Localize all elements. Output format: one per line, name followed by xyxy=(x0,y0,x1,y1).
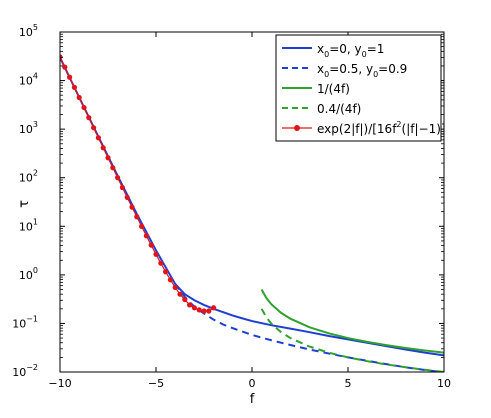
series-5-point xyxy=(86,115,92,121)
series-5-point xyxy=(100,145,106,151)
series-5-point xyxy=(124,194,130,200)
series-5-point xyxy=(172,284,178,291)
y-tick-label: 102 xyxy=(19,169,38,185)
series-5-point xyxy=(60,54,63,60)
series-5-point xyxy=(134,214,140,220)
series-line-4 xyxy=(260,308,444,372)
y-tick-label: 10−1 xyxy=(12,314,38,330)
x-tick-label: −5 xyxy=(148,377,164,390)
y-tick-label: 10−2 xyxy=(12,363,38,379)
series-5-point xyxy=(191,305,197,311)
y-tick-label: 100 xyxy=(19,266,38,282)
series-line-5 xyxy=(60,56,214,312)
legend-label: exp(2|f|)/[16f2(|f|−1)] xyxy=(317,120,446,136)
series-5-point xyxy=(71,84,77,90)
legend: x0=0, y0=1 x0=0.5, y0=0.9 1/(4f) 0.4/(4f) ex… xyxy=(275,34,446,142)
legend-label: 0.4/(4f) xyxy=(317,102,361,116)
series-5-point xyxy=(158,260,164,266)
series-5-point xyxy=(91,125,97,131)
series-5-point xyxy=(129,204,135,210)
series-5-point xyxy=(182,296,188,303)
series-5-point xyxy=(187,302,193,308)
series-5-point xyxy=(201,308,207,314)
y-tick-label: 105 xyxy=(19,23,38,39)
series-5-point xyxy=(119,184,125,191)
legend-label: 1/(4f) xyxy=(317,82,350,96)
y-tick-label: 103 xyxy=(19,120,38,136)
y-tick-label: 104 xyxy=(19,72,38,88)
x-tick-label: 5 xyxy=(345,377,352,390)
series-5-point xyxy=(211,305,217,311)
series-5-point xyxy=(105,155,111,161)
series-5-point xyxy=(76,94,82,101)
series-5-point xyxy=(115,175,121,181)
series-5-point xyxy=(177,291,183,297)
series-5-point xyxy=(110,165,116,171)
x-axis-label: f xyxy=(250,392,255,407)
series-5-point xyxy=(167,277,173,283)
series-5-point xyxy=(67,74,73,80)
legend-label: x0=0.5, y0=0.9 xyxy=(317,62,407,79)
series-5-point xyxy=(153,251,159,257)
series-5-point xyxy=(148,242,154,248)
series-5-point xyxy=(206,308,212,314)
y-tick-label: 101 xyxy=(19,217,38,233)
series-5-point xyxy=(139,223,145,229)
series-layer xyxy=(60,54,444,372)
y-axis-label: τ xyxy=(17,200,32,208)
series-5-point xyxy=(196,307,202,313)
legend-marker xyxy=(294,125,300,131)
x-tick-label: 10 xyxy=(437,377,451,390)
series-5-point xyxy=(163,269,169,275)
series-line-3 xyxy=(260,288,444,354)
legend-label: x0=0, y0=1 xyxy=(317,42,384,59)
series-5-point xyxy=(81,104,87,111)
series-5-point xyxy=(143,233,149,239)
x-tick-label: 0 xyxy=(249,377,256,390)
x-tick-label: −10 xyxy=(48,377,71,390)
series-5-point xyxy=(95,135,101,141)
series-5-point xyxy=(62,64,68,70)
